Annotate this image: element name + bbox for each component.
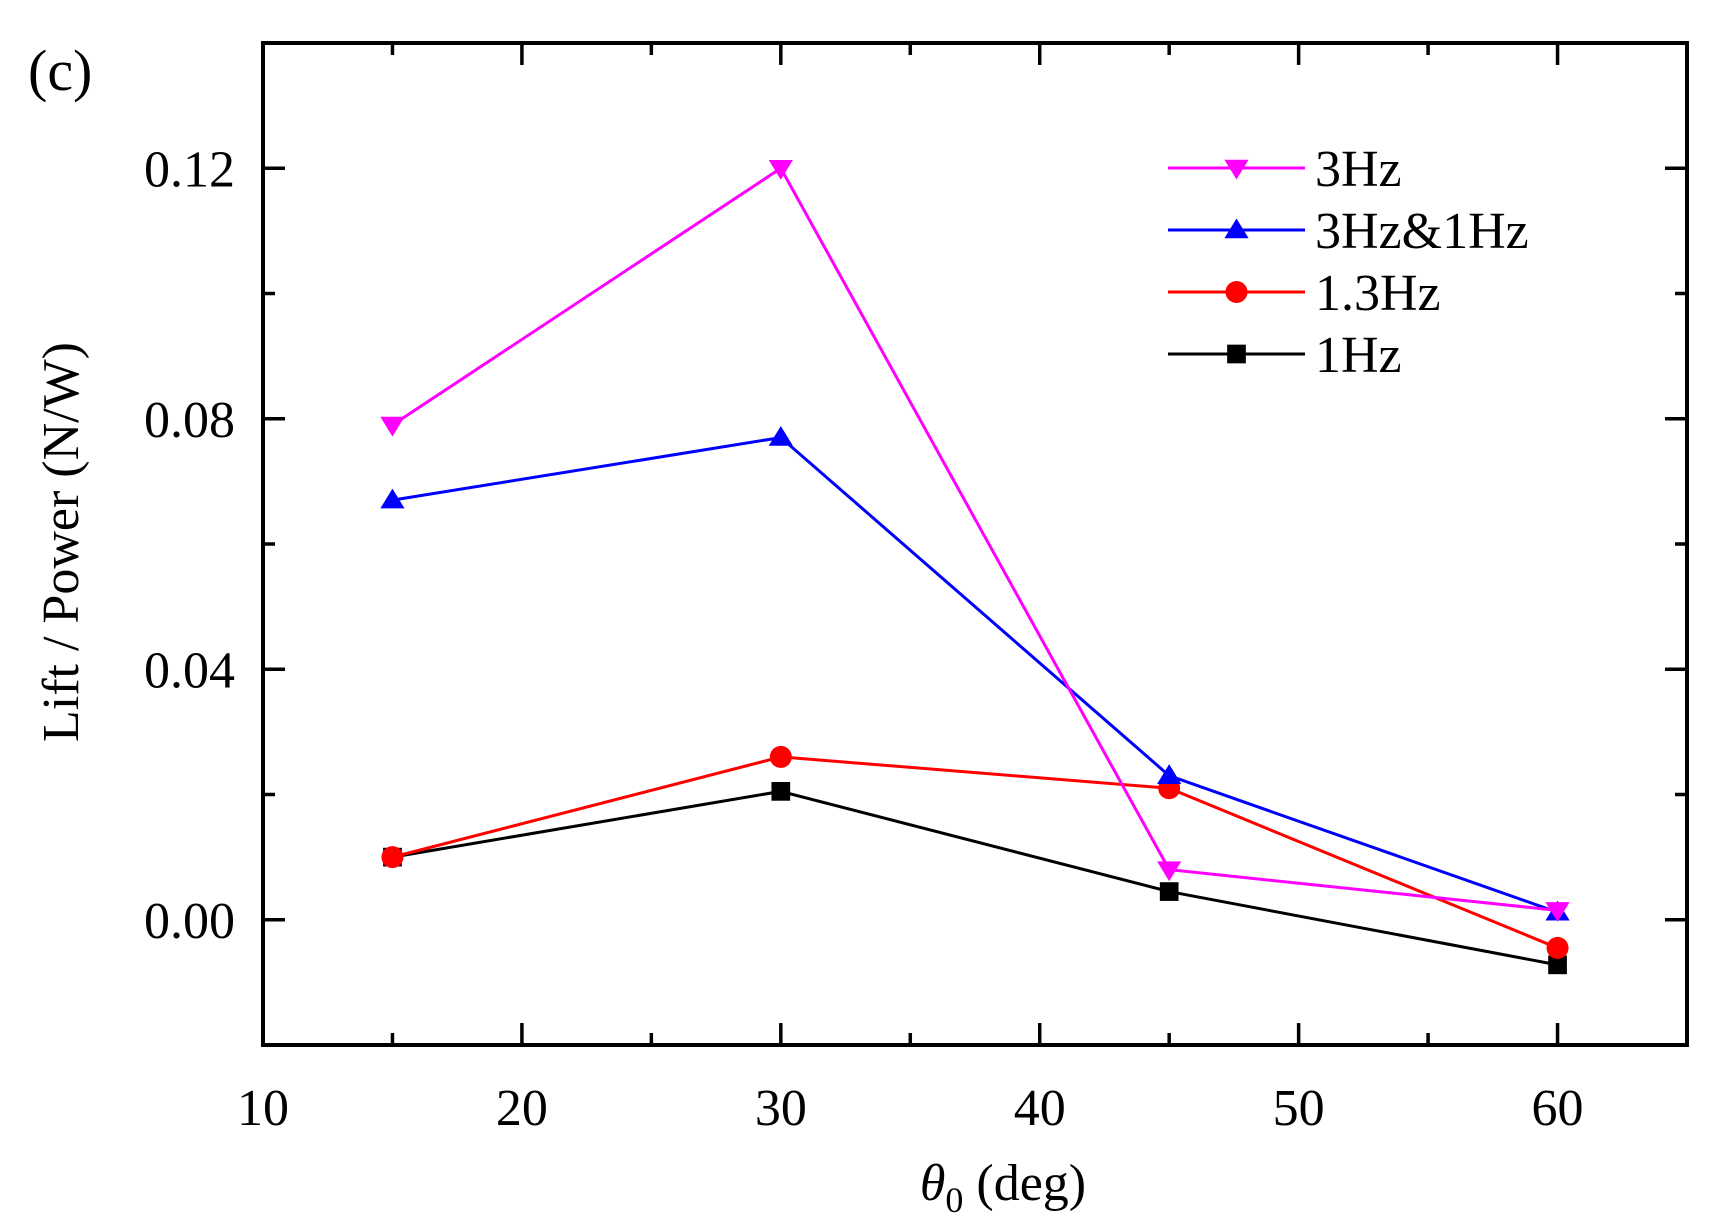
series-3hz-1hz [380,425,1570,921]
y-tick-label: 0.04 [144,642,235,699]
series-line-3hz [391,166,1558,912]
y-axis-label: Lift / Power (N/W) [33,342,90,742]
data-point-1hz [771,782,791,801]
data-point-1hz [1159,882,1179,901]
legend-entry-1-3hz: 1.3Hz [1168,265,1441,322]
x-tick-label: 10 [237,1080,289,1137]
axis-layer: 10 20 30 40 50 60 0.00 0.04 0.08 0.12 [144,43,1687,1137]
series-line-1-3hz [392,755,1559,950]
series-line-1hz [392,789,1558,967]
x-tick-label: 20 [496,1080,548,1137]
series-1-3hz [381,745,1569,959]
plot-layer [261,41,1689,1047]
y-tick-label: 0.08 [144,392,235,449]
data-point-1hz [1548,955,1567,975]
x-tick-label: 40 [1014,1080,1066,1137]
x-tick-label: 30 [755,1080,807,1137]
legend-label-3hz-1hz: 3Hz&1Hz [1315,203,1529,260]
legend-marker-3hz [1224,159,1249,180]
data-point-3hz-1hz [1157,764,1182,784]
x-axis-label-subscript: 0 [945,1180,963,1220]
x-axis-label-rest: (deg) [963,1155,1086,1212]
data-point-1-3hz [1546,936,1569,959]
x-tick-label: 50 [1273,1080,1325,1137]
legend-entry-3hz-1hz: 3Hz&1Hz [1168,203,1529,260]
data-point-3hz-1hz [380,488,405,509]
data-point-3hz-1hz [768,425,793,446]
data-point-1-3hz [769,745,792,768]
y-tick-label: 0.12 [144,141,235,198]
series-3hz [380,160,1570,922]
x-axis-label: θ0 (deg) [920,1155,1086,1220]
data-point-3hz [1157,861,1182,882]
y-tick-label: 0.00 [144,893,235,950]
legend-entry-1hz: 1Hz [1168,327,1402,384]
plot-frame [261,41,1689,1047]
x-tick-label: 60 [1532,1080,1584,1137]
data-point-1-3hz [381,846,404,869]
data-point-3hz [1545,902,1570,922]
data-point-3hz [768,160,793,180]
legend-label-3hz: 3Hz [1315,141,1402,198]
legend-label-1-3hz: 1.3Hz [1315,265,1441,322]
series-layer [380,160,1570,975]
series-line-3hz-1hz [392,435,1559,914]
legend-marker-1-3hz [1225,281,1248,303]
legend-label-1hz: 1Hz [1315,327,1402,384]
x-axis-label-symbol: θ [920,1155,946,1212]
legend-marker-3hz-1hz [1224,218,1249,239]
legend-entry-3hz: 3Hz [1168,141,1402,198]
legend-marker-1hz [1227,344,1246,364]
panel-label: (c) [28,38,92,103]
data-point-3hz [380,416,405,437]
